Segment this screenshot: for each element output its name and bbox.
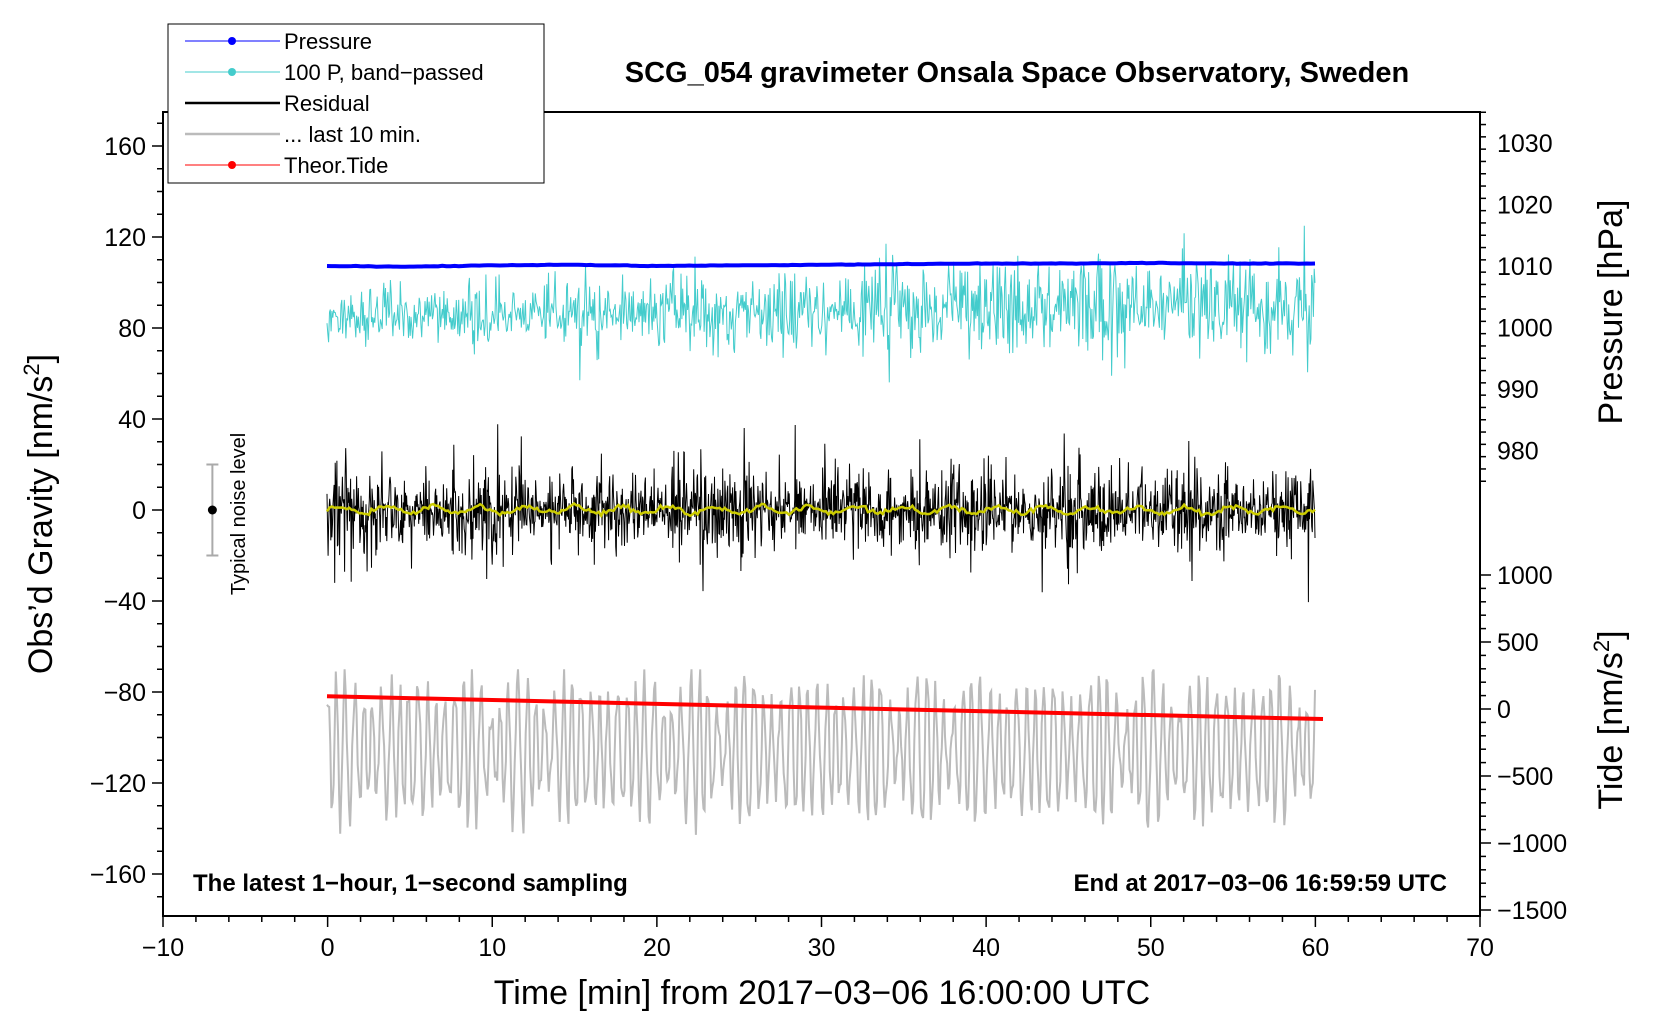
sampling-annotation: The latest 1−hour, 1−second sampling [193, 870, 628, 897]
series-residual-smoothed-line [325, 501, 1316, 519]
y-pressure-tick-label: 980 [1497, 438, 1539, 466]
chart-title: SCG_054 gravimeter Onsala Space Observat… [625, 57, 1409, 89]
series-last-10-min-line [326, 669, 1316, 835]
legend-label: Pressure [284, 29, 372, 54]
x-tick-label: 20 [643, 934, 671, 962]
legend-label: Theor.Tide [284, 153, 388, 178]
y-tide-tick-label: 0 [1497, 696, 1511, 724]
series-residual-line [326, 424, 1316, 603]
legend-swatch-marker [228, 161, 236, 169]
series-layer [325, 225, 1324, 835]
legend-swatch-marker [228, 37, 236, 45]
y-tide-tick-label: 500 [1497, 629, 1539, 657]
y-left-label-sup: 2 [19, 363, 44, 375]
y-left-tick-label: 80 [118, 315, 146, 343]
x-tick-label: 50 [1137, 934, 1165, 962]
y-tide-tick-label: −1500 [1497, 897, 1567, 925]
noise-level-label: Typical noise level [228, 433, 250, 595]
x-tick-label: 60 [1301, 934, 1329, 962]
y-left-tick-label: 40 [118, 406, 146, 434]
tide-label-close: ] [1592, 630, 1630, 639]
series-pressure-line [326, 260, 1316, 269]
y-pressure-tick-label: 1010 [1497, 253, 1553, 281]
x-tick-label: 10 [478, 934, 506, 962]
series-100p-bandpassed-line [326, 225, 1316, 383]
y-left-label-close: ] [22, 354, 60, 363]
x-tick-label: 30 [808, 934, 836, 962]
y-tide-tick-label: 1000 [1497, 562, 1553, 590]
tide-label-base: Tide [nm/s [1592, 652, 1630, 809]
y-left-tick-label: −120 [90, 770, 146, 798]
y-left-tick-label: −80 [104, 679, 146, 707]
noise-level-dot [207, 505, 217, 515]
x-axis-label: Time [min] from 2017−03−06 16:00:00 UTC [494, 974, 1150, 1012]
y-pressure-tick-label: 1020 [1497, 192, 1553, 220]
y-tide-tick-label: −1000 [1497, 830, 1567, 858]
legend-label: ... last 10 min. [284, 122, 421, 147]
axes-layer: −10 0 10 20 30 40 50 60 7016012080400−40−80−120−… [90, 111, 1567, 962]
y-pressure-tick-label: 1030 [1497, 130, 1553, 158]
y-pressure-tick-label: 990 [1497, 376, 1539, 404]
noise-level-indicator: Typical noise level [206, 433, 250, 595]
legend-label: Residual [284, 91, 370, 116]
y-left-tick-label: 120 [104, 224, 146, 252]
tide-label-sup: 2 [1589, 640, 1614, 652]
end-time-annotation: End at 2017−03−06 16:59:59 UTC [1073, 870, 1447, 897]
y-axis-label-tide: Tide [nm/s2] [1589, 630, 1630, 809]
y-left-tick-label: 0 [132, 497, 146, 525]
y-left-tick-label: −40 [104, 588, 146, 616]
y-left-tick-label: −160 [90, 861, 146, 889]
y-left-tick-label: 160 [104, 133, 146, 161]
y-axis-label-pressure: Pressure [hPa] [1592, 200, 1630, 425]
legend-swatch-marker [228, 68, 236, 76]
x-tick-label: 70 [1466, 934, 1494, 962]
x-tick-label: −10 [142, 934, 184, 962]
y-axis-label-left: Obs’d Gravity [nm/s2] [19, 354, 60, 674]
x-tick-label: 0 [321, 934, 335, 962]
series-theor-tide-line [326, 694, 1324, 722]
x-tick-label: 40 [972, 934, 1000, 962]
legend: Pressure 100 P, band−passed Residual ... la… [167, 23, 545, 184]
y-tide-tick-label: −500 [1497, 763, 1553, 791]
y-left-label-base: Obs’d Gravity [nm/s [22, 376, 60, 675]
y-pressure-tick-label: 1000 [1497, 315, 1553, 343]
legend-label: 100 P, band−passed [284, 60, 484, 85]
